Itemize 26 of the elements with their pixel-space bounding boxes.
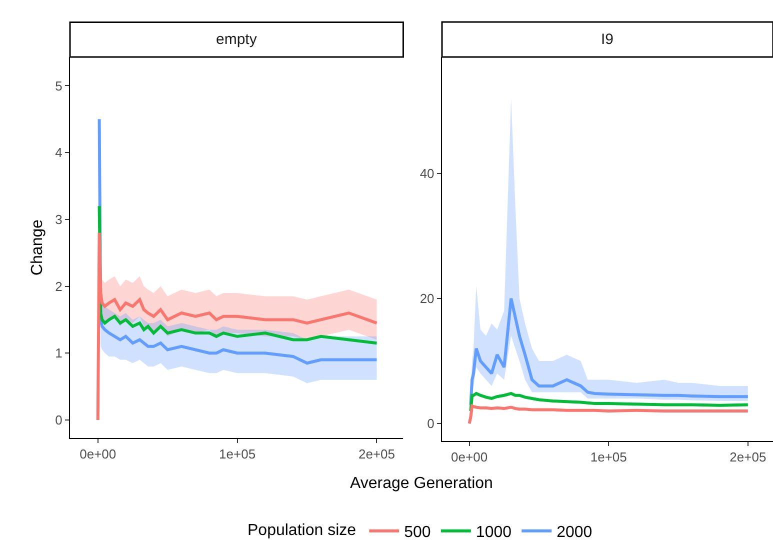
- chart-title: empty: [216, 31, 258, 48]
- line-series: [469, 296, 750, 406]
- y-tick-label: 20: [420, 290, 434, 306]
- y-tick-label: 5: [55, 78, 62, 94]
- chart-title: I9: [601, 31, 614, 48]
- y-tick-label: 0: [55, 412, 62, 428]
- legend-title: Population size: [248, 522, 356, 539]
- x-tick-label: 1e+05: [590, 450, 627, 465]
- x-tick-label: 2e+05: [730, 450, 766, 465]
- x-tick-label: 0e+00: [80, 446, 116, 462]
- y-tick-label: 0: [427, 416, 434, 432]
- x-tick-label: 1e+05: [219, 446, 256, 462]
- y-tick-label: 2: [55, 278, 62, 294]
- legend-label: 1000: [476, 524, 512, 542]
- line-series: [469, 392, 750, 412]
- x-tick-label: 2e+05: [358, 446, 395, 462]
- y-tick-label: 4: [55, 145, 62, 160]
- legend-label: 2000: [556, 524, 592, 542]
- y-axis-title: Change: [28, 219, 46, 276]
- y-tick-label: 3: [55, 212, 62, 227]
- legend-label: 500: [404, 524, 431, 542]
- x-axis-title: Average Generation: [350, 475, 493, 492]
- y-tick-label: 40: [420, 166, 434, 181]
- x-tick-label: 0e+00: [451, 450, 488, 465]
- line-series: [468, 404, 750, 425]
- y-tick-label: 1: [55, 346, 62, 361]
